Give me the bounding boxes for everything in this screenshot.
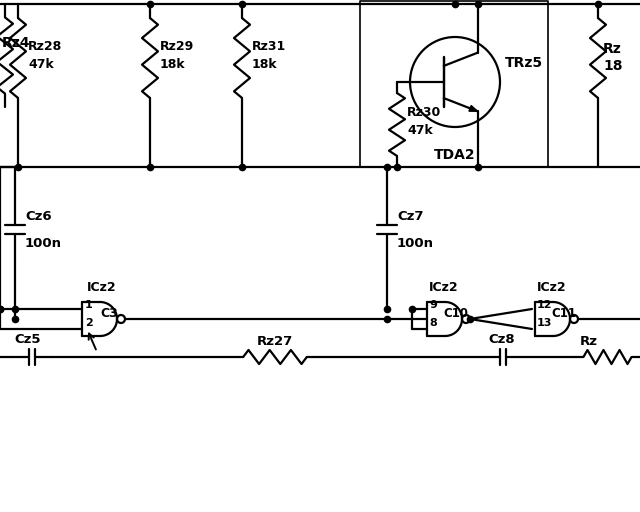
Text: ICz2: ICz2: [537, 281, 566, 294]
Text: Rz30: Rz30: [407, 106, 441, 119]
Text: 18: 18: [603, 59, 623, 73]
Text: 100n: 100n: [25, 237, 62, 250]
Text: Rz31: Rz31: [252, 40, 286, 53]
Text: 13: 13: [537, 318, 552, 328]
Text: 2: 2: [85, 318, 93, 328]
Text: 47k: 47k: [407, 124, 433, 138]
Text: C11: C11: [551, 307, 576, 320]
Text: Rz27: Rz27: [257, 335, 293, 348]
Text: ICz2: ICz2: [429, 281, 459, 294]
Text: TDA2: TDA2: [434, 148, 476, 162]
Text: Rz29: Rz29: [160, 40, 195, 53]
Text: 18k: 18k: [160, 58, 186, 71]
Text: 12: 12: [537, 300, 552, 310]
Text: C10: C10: [443, 307, 468, 320]
Text: Cz5: Cz5: [14, 333, 40, 346]
Text: TRz5: TRz5: [505, 56, 543, 70]
Polygon shape: [469, 105, 477, 111]
Text: 18k: 18k: [252, 58, 278, 71]
Text: 100n: 100n: [397, 237, 434, 250]
Text: Cz8: Cz8: [488, 333, 515, 346]
Text: C3: C3: [100, 307, 118, 320]
Text: Cz6: Cz6: [25, 210, 52, 223]
Text: 47k: 47k: [28, 58, 54, 71]
Text: 8: 8: [429, 318, 436, 328]
Text: ICz2: ICz2: [87, 281, 116, 294]
Text: Rz28: Rz28: [28, 40, 62, 53]
Text: 1: 1: [85, 300, 93, 310]
Text: Rz4: Rz4: [2, 36, 31, 50]
Text: Rz: Rz: [603, 42, 621, 56]
Text: Rz: Rz: [580, 335, 598, 348]
Text: 9: 9: [429, 300, 437, 310]
Text: Cz7: Cz7: [397, 210, 424, 223]
